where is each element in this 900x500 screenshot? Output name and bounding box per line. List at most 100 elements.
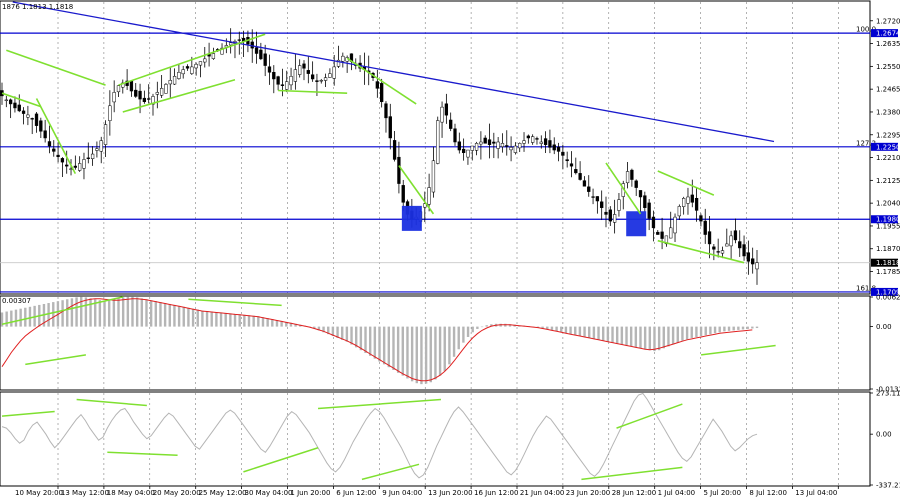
pattern-line [605,162,642,215]
candle-body [30,118,34,120]
candle-body [116,85,121,93]
macd-bar [718,326,721,333]
macd-y-tick-label: -0.01323 [876,386,900,394]
candle-body [129,80,134,92]
candle-body [690,194,694,203]
macd-bar [210,311,213,327]
candle-body [397,156,401,184]
candle-body [707,231,712,245]
macd-bar [546,326,549,330]
x-tick-label: 13 May 12:00 [61,489,109,497]
macd-bar [103,300,106,327]
macd-bar [131,296,134,327]
candle-body [595,196,600,202]
macd-bar [485,325,488,327]
candle-body [289,76,293,86]
candle-body [522,140,526,144]
macd-bar [187,307,190,327]
level-label: 100.0 [856,26,876,34]
candle-body [677,206,681,217]
macd-bar [327,326,330,335]
macd-bar [163,303,167,327]
pattern-line [6,49,106,86]
price-layer: 100.0 127.2 161.8 [0,1,876,293]
macd-bar [410,326,414,382]
osc-pattern-line [76,398,147,407]
candle-body [591,196,595,198]
candle-body [682,198,686,207]
level-label: 161.8 [856,284,876,292]
osc-y-tick-label: 273.1199 [876,390,900,398]
y-tick-label: 1.1785 [876,268,900,276]
candle-body [440,106,444,123]
candle-body [159,88,164,96]
macd-bar [564,326,568,334]
macd-y-tick-label: 0.00628 [876,294,900,302]
pattern-line [398,165,435,215]
candle-body [272,71,276,80]
candle-body [500,143,505,147]
macd-bar [597,326,600,340]
macd-bar [462,326,465,343]
candle-body [323,77,328,81]
macd-bar [634,326,638,348]
osc-pattern-line [361,463,420,481]
macd-bar [737,326,740,330]
level-tag-text: 1.2674 [876,30,900,38]
candle-body [716,251,720,253]
x-tick-label: 18 May 04:00 [107,489,155,497]
candle-body [518,143,522,149]
x-tick-label: 9 Jun 04:00 [382,489,422,497]
macd-bar [429,326,432,383]
macd-bar [70,298,74,327]
macd-bar [434,326,437,380]
candle-body [86,157,90,159]
candle-body [746,252,751,262]
candle-body [168,80,172,85]
candle-body [436,120,440,164]
candle-body [612,214,617,223]
x-tick-label: 13 Jul 04:00 [795,489,837,497]
candle-body [112,92,116,103]
macd-bar [541,326,544,329]
macd-bar [685,326,689,340]
candle-body [310,74,315,80]
macd-bar [98,300,102,327]
candle-body [47,141,52,147]
macd-header: 0.00307 [2,297,31,305]
candle-body [401,185,405,203]
macd-bar [690,326,693,338]
macd-bar [611,326,614,343]
macd-bar [154,301,157,327]
macd-bar [201,310,204,327]
osc-pattern-line [581,466,683,481]
candle-body [52,148,56,152]
candle-body [332,66,336,79]
candle-body [285,81,289,90]
macd-bar [266,318,269,327]
x-tick-label: 1 Jul 04:00 [658,489,696,497]
candle-body [134,89,138,97]
macd-bar [723,326,726,332]
macd-bar [117,298,120,327]
candle-body [755,262,759,270]
macd-bar [107,300,111,327]
macd-bar [681,326,684,341]
macd-bar [625,326,628,346]
macd-bar [364,326,367,354]
macd-bar [648,326,652,351]
macd-bar [345,326,349,342]
macd-bar [457,326,460,350]
macd-bar [28,306,32,327]
candle-body [505,145,509,147]
macd-bar [490,324,493,327]
macd-bar [755,326,759,329]
macd-bar [89,298,92,327]
osc-pattern-line [107,451,178,457]
macd-bar [24,307,27,327]
price-panel-frame [0,0,871,295]
candle-body [733,230,738,241]
macd-panel-frame [0,295,871,391]
candle-body [561,151,565,156]
pattern-line [278,89,348,94]
